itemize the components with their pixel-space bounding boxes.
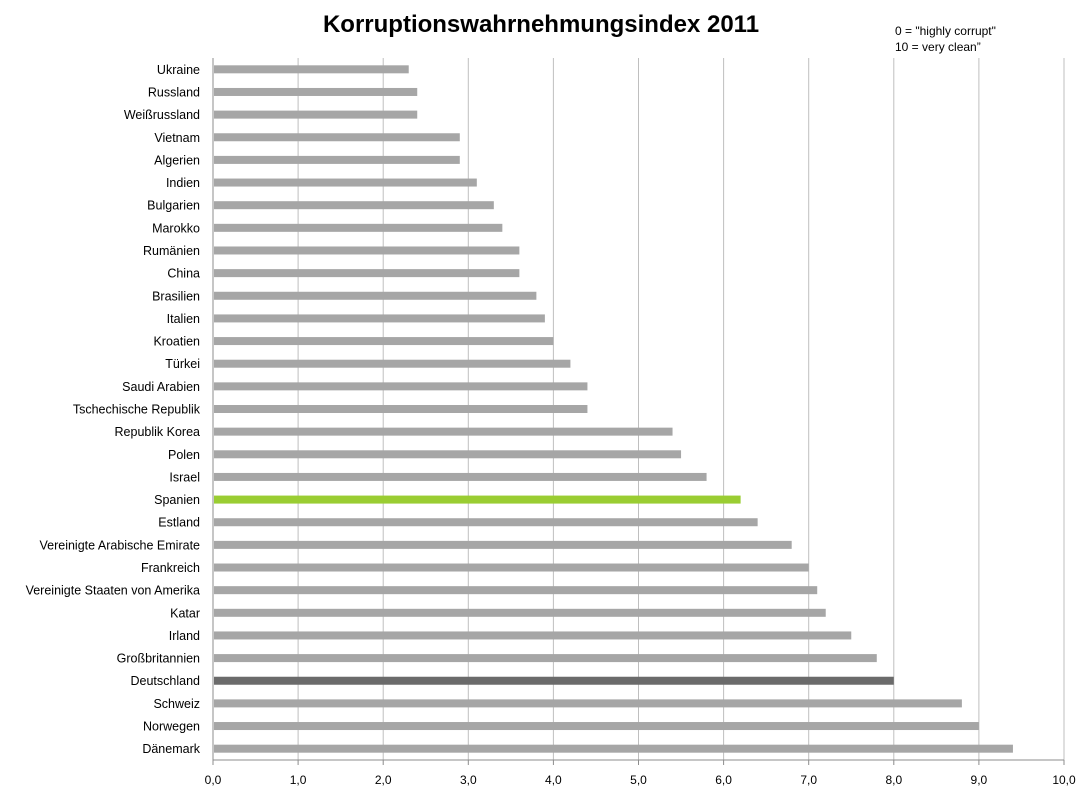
scale-note-line-1: 0 = "highly corrupt" xyxy=(895,24,996,38)
x-tick-label: 1,0 xyxy=(290,773,307,787)
x-tick-label: 3,0 xyxy=(460,773,477,787)
bar xyxy=(214,110,418,119)
category-label: Estland xyxy=(158,516,200,530)
bar xyxy=(214,495,741,504)
category-label: Deutschland xyxy=(131,674,201,688)
x-axis-ticks: 0,0 1,0 2,0 3,0 4,0 5,0 6,0 7,0 8,0 9,0 10,0 xyxy=(205,760,1076,787)
bar xyxy=(214,133,460,142)
category-label: Indien xyxy=(166,176,200,190)
bar xyxy=(214,518,758,527)
bars xyxy=(214,65,1013,753)
x-tick-label: 5,0 xyxy=(630,773,647,787)
category-label: Saudi Arabien xyxy=(122,380,200,394)
bar xyxy=(214,178,477,187)
category-label: Weißrussland xyxy=(124,108,200,122)
category-label: Spanien xyxy=(154,493,200,507)
category-label: Katar xyxy=(170,606,200,620)
x-tick-label: 7,0 xyxy=(800,773,817,787)
category-labels: Ukraine Russland Weißrussland Vietnam Algeri… xyxy=(26,63,201,756)
bar xyxy=(214,155,460,164)
bar xyxy=(214,676,894,685)
x-tick-label: 4,0 xyxy=(545,773,562,787)
category-label: Großbritannien xyxy=(117,652,200,666)
bar xyxy=(214,699,962,708)
category-label: Republik Korea xyxy=(115,425,201,439)
scale-note-line-2: 10 = very clean” xyxy=(895,40,981,54)
bar xyxy=(214,631,852,640)
bar xyxy=(214,269,520,278)
category-label: Tschechische Republik xyxy=(73,403,201,417)
category-label: Kroatien xyxy=(153,335,200,349)
bar xyxy=(214,563,809,572)
category-label: Polen xyxy=(168,448,200,462)
x-tick-label: 10,0 xyxy=(1052,773,1076,787)
category-label: Dänemark xyxy=(142,742,200,756)
category-label: Bulgarien xyxy=(147,199,200,213)
bar xyxy=(214,744,1013,753)
bar xyxy=(214,359,571,368)
bar xyxy=(214,540,792,549)
category-label: Brasilien xyxy=(152,289,200,303)
x-tick-label: 0,0 xyxy=(205,773,222,787)
bar xyxy=(214,87,418,96)
category-label: Frankreich xyxy=(141,561,200,575)
bar xyxy=(214,246,520,255)
bar xyxy=(214,314,545,323)
bar xyxy=(214,654,877,663)
bar xyxy=(214,65,409,74)
x-tick-label: 2,0 xyxy=(375,773,392,787)
bar xyxy=(214,223,503,232)
category-label: Marokko xyxy=(152,221,200,235)
chart-title: Korruptionswahrnehmungsindex 2011 xyxy=(323,11,759,38)
category-label: China xyxy=(167,267,200,281)
category-label: Türkei xyxy=(165,357,200,371)
category-label: Russland xyxy=(148,85,200,99)
bar xyxy=(214,382,588,391)
category-label: Schweiz xyxy=(153,697,200,711)
category-label: Israel xyxy=(169,470,200,484)
bar xyxy=(214,405,588,413)
bar xyxy=(214,291,537,300)
bar xyxy=(214,450,682,459)
category-label: Irland xyxy=(169,629,200,643)
x-tick-label: 6,0 xyxy=(715,773,732,787)
x-tick-label: 9,0 xyxy=(971,773,988,787)
category-label: Norwegen xyxy=(143,720,200,734)
bar xyxy=(214,608,826,617)
category-label: Algerien xyxy=(154,153,200,167)
bar xyxy=(214,722,979,731)
category-label: Vereinigte Staaten von Amerika xyxy=(26,584,200,598)
bar xyxy=(214,427,673,436)
category-label: Vereinigte Arabische Emirate xyxy=(39,538,200,552)
x-tick-label: 8,0 xyxy=(885,773,902,787)
bar xyxy=(214,201,494,210)
bar xyxy=(214,337,554,346)
gridlines xyxy=(212,58,1065,761)
category-label: Italien xyxy=(167,312,200,326)
category-label: Vietnam xyxy=(154,131,200,145)
category-label: Ukraine xyxy=(157,63,200,77)
category-label: Rumänien xyxy=(143,244,200,258)
bar xyxy=(214,586,818,595)
bar xyxy=(214,472,707,481)
